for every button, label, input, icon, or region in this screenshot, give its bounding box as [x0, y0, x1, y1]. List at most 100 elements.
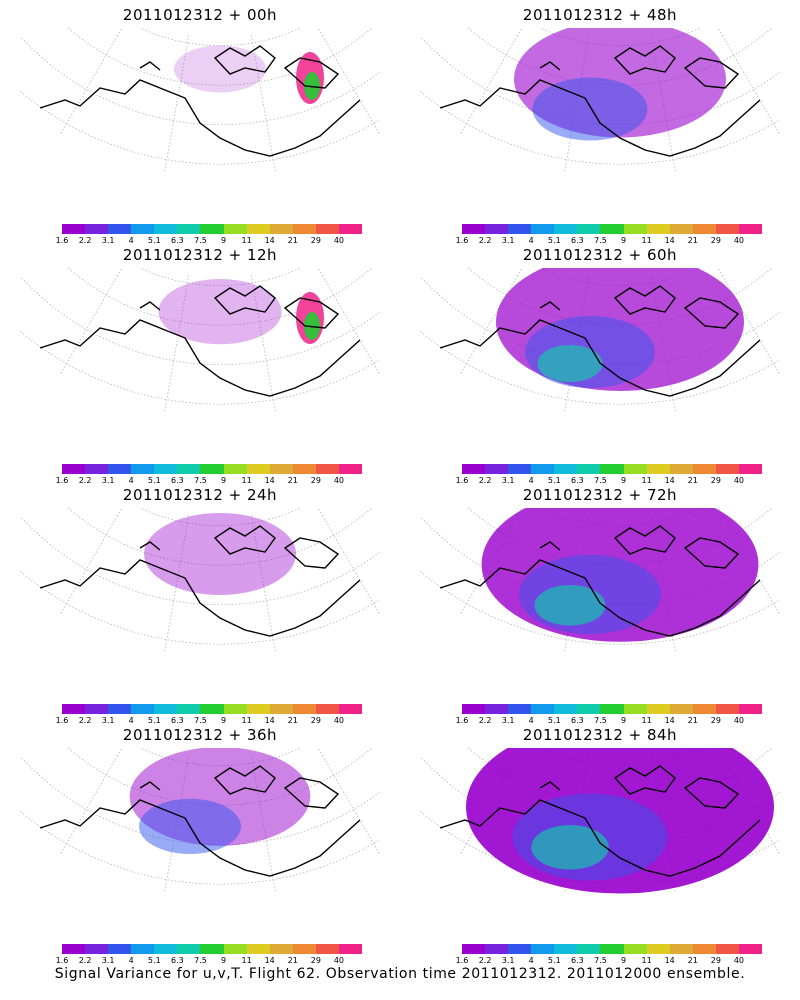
- colorbar-segment: [338, 464, 363, 474]
- colorbar-segment: [554, 944, 578, 954]
- colorbar-tick-label: 21: [687, 716, 698, 725]
- colorbar-segment: [531, 704, 555, 714]
- colorbar-tick-label: 1.6: [455, 236, 469, 245]
- colorbar-segment: [577, 224, 601, 234]
- colorbar-tick-label: 40: [733, 716, 745, 725]
- colorbar-tick-label: 6.3: [171, 716, 184, 725]
- colorbar-tick-label: 21: [687, 476, 698, 485]
- colorbar-tick-label: 1.6: [55, 716, 69, 725]
- colorbar: [462, 224, 763, 234]
- colorbar-segment: [85, 464, 109, 474]
- colorbar-segment: [108, 464, 132, 474]
- colorbar-segment: [131, 944, 155, 954]
- colorbar-tick-label: 5.1: [547, 956, 561, 965]
- colorbar-tick-label: 9: [620, 476, 627, 485]
- colorbar-tick-label: 14: [664, 716, 675, 725]
- colorbar: [62, 704, 363, 714]
- colorbar-tick-label: 14: [264, 476, 275, 485]
- colorbar: [462, 944, 763, 954]
- colorbar-segment: [531, 464, 555, 474]
- colorbar-tick-label: 3.1: [101, 236, 115, 245]
- variance-field: [496, 268, 744, 391]
- colorbar-segment: [154, 224, 178, 234]
- polar-map: [420, 508, 780, 654]
- colorbar-segment: [154, 944, 178, 954]
- colorbar-segment: [177, 464, 201, 474]
- colorbar-tick-label: 40: [333, 716, 345, 725]
- panel-title: 2011012312 + 12h: [122, 246, 278, 264]
- colorbar-segment: [692, 464, 716, 474]
- colorbar-tick-label: 21: [287, 716, 298, 725]
- colorbar-tick-label: 6.3: [571, 716, 584, 725]
- colorbar-tick-label: 14: [264, 956, 275, 965]
- colorbar-tick-label: 21: [287, 236, 298, 245]
- colorbar-tick-label: 11: [241, 716, 252, 725]
- colorbar-labels: 1.6 2.2 3.1 4 5.1 6.3 7.5 9 11 14 21 29 40: [56, 716, 362, 726]
- map-panel: 2011012312 + 72h 1.6 2.2 3.1 4 5.1 6.3 7.5 9 11 14…: [400, 480, 800, 725]
- colorbar-segment: [269, 464, 293, 474]
- colorbar-labels: 1.6 2.2 3.1 4 5.1 6.3 7.5 9 11 14 21 29 40: [56, 236, 362, 246]
- colorbar-segment: [154, 704, 178, 714]
- polar-map: [20, 508, 380, 654]
- coastline: [439, 525, 761, 637]
- colorbar-tick-label: 7.5: [594, 236, 607, 245]
- map-panel: 2011012312 + 12h 1.6 2.2 3.1 4 5.1 6.3 7.5 9 11 14…: [0, 240, 400, 485]
- polar-map: [420, 748, 780, 894]
- colorbar-segment: [508, 224, 532, 234]
- colorbar-labels: 1.6 2.2 3.1 4 5.1 6.3 7.5 9 11 14 21 29 40: [456, 956, 762, 966]
- colorbar-tick-label: 29: [710, 476, 721, 485]
- variance-field: [481, 508, 759, 642]
- colorbar-segment: [269, 704, 293, 714]
- colorbar-segment: [154, 464, 178, 474]
- colorbar-tick-label: 5.1: [547, 716, 561, 725]
- colorbar-segment: [669, 944, 693, 954]
- colorbar-tick-label: 9: [220, 716, 227, 725]
- colorbar-segment: [462, 704, 486, 714]
- colorbar-segment: [269, 224, 293, 234]
- panel-title: 2011012312 + 36h: [122, 726, 278, 744]
- colorbar-tick-label: 3.1: [501, 476, 515, 485]
- colorbar-segment: [646, 704, 670, 714]
- colorbar-segment: [623, 704, 647, 714]
- colorbar-tick-label: 1.6: [55, 236, 69, 245]
- colorbar-tick-label: 9: [220, 476, 227, 485]
- colorbar-segment: [485, 464, 509, 474]
- colorbar-segment: [338, 944, 363, 954]
- colorbar-tick-label: 4: [128, 956, 134, 965]
- colorbar-tick-label: 4: [528, 716, 534, 725]
- colorbar-segment: [315, 464, 339, 474]
- colorbar-segment: [315, 944, 339, 954]
- colorbar-tick-label: 6.3: [571, 956, 584, 965]
- colorbar-labels: 1.6 2.2 3.1 4 5.1 6.3 7.5 9 11 14 21 29 40: [56, 476, 362, 486]
- colorbar-tick-label: 6.3: [571, 236, 584, 245]
- colorbar-tick-label: 40: [333, 236, 345, 245]
- colorbar-segment: [223, 944, 247, 954]
- colorbar-tick-label: 4: [128, 716, 134, 725]
- colorbar-tick-label: 7.5: [594, 956, 607, 965]
- colorbar-tick-label: 1.6: [455, 956, 469, 965]
- panel-title: 2011012312 + 72h: [522, 486, 678, 504]
- colorbar-tick-label: 5.1: [547, 236, 561, 245]
- panel-title: 2011012312 + 24h: [122, 486, 278, 504]
- colorbar-segment: [315, 704, 339, 714]
- colorbar-segment: [131, 704, 155, 714]
- colorbar-tick-label: 9: [620, 236, 627, 245]
- coastline: [39, 525, 361, 637]
- colorbar-tick-label: 3.1: [101, 716, 115, 725]
- colorbar-segment: [692, 944, 716, 954]
- colorbar-tick-label: 5.1: [147, 236, 161, 245]
- colorbar-segment: [669, 464, 693, 474]
- colorbar-tick-label: 2.2: [478, 476, 492, 485]
- colorbar-tick-label: 7.5: [194, 716, 207, 725]
- coastline: [39, 45, 361, 157]
- colorbar-tick-label: 2.2: [78, 956, 92, 965]
- colorbar-tick-label: 3.1: [101, 476, 115, 485]
- colorbar-segment: [738, 944, 763, 954]
- colorbar-tick-label: 29: [710, 236, 721, 245]
- colorbar-tick-label: 14: [264, 236, 275, 245]
- colorbar-tick-label: 3.1: [501, 236, 515, 245]
- polar-map: [20, 268, 380, 414]
- colorbar-tick-label: 2.2: [78, 476, 92, 485]
- colorbar-segment: [108, 944, 132, 954]
- colorbar-tick-label: 9: [220, 956, 227, 965]
